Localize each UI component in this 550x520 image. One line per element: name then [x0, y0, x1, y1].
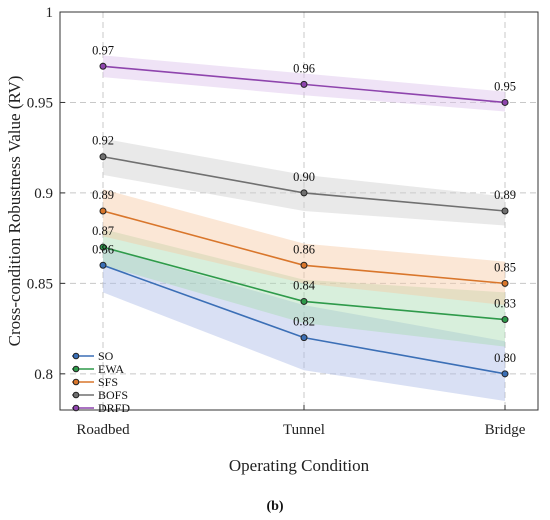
point-sfs	[300, 261, 308, 269]
y-tick-label: 1	[46, 5, 54, 21]
x-tick-label-bridge: Bridge	[485, 422, 526, 438]
x-tick-label-tunnel: Tunnel	[283, 422, 325, 438]
y-axis-title: Cross-condition Robustness Value (RV)	[5, 76, 24, 347]
x-axis-title: Operating Condition	[229, 456, 370, 475]
point-so	[99, 261, 107, 269]
point-ewa	[99, 243, 107, 251]
point-ewa	[501, 316, 509, 324]
data-label-so: 0.86	[92, 242, 114, 256]
data-label-drfd: 0.97	[92, 43, 114, 57]
point-so	[300, 334, 308, 342]
point-bofs	[501, 207, 509, 215]
point-sfs	[501, 279, 509, 287]
legend-label-bofs: BOFS	[98, 388, 128, 402]
legend-marker-drfd	[72, 404, 80, 412]
point-so	[501, 370, 509, 378]
data-label-sfs: 0.85	[494, 260, 516, 274]
x-tick-label-roadbed: Roadbed	[76, 422, 130, 438]
data-label-bofs: 0.89	[494, 188, 516, 202]
data-label-sfs: 0.86	[293, 242, 315, 256]
data-label-sfs: 0.89	[92, 188, 114, 202]
band-so	[103, 247, 505, 401]
legend-label-ewa: EWA	[98, 362, 124, 376]
y-tick-label: 0.85	[27, 276, 53, 292]
point-drfd	[99, 62, 107, 70]
data-label-so: 0.82	[293, 315, 315, 329]
point-bofs	[300, 189, 308, 197]
point-bofs	[99, 153, 107, 161]
y-tick-label: 0.9	[34, 186, 53, 202]
legend-marker-ewa	[72, 365, 80, 373]
legend-marker-bofs	[72, 391, 80, 399]
legend-label-sfs: SFS	[98, 375, 118, 389]
legend-label-so: SO	[98, 349, 114, 363]
legend-label-drfd: DRFD	[98, 401, 130, 415]
data-label-so: 0.80	[494, 351, 516, 365]
band-bofs	[103, 138, 505, 226]
point-drfd	[300, 80, 308, 88]
grid	[60, 12, 538, 410]
data-label-ewa: 0.83	[494, 297, 516, 311]
legend-marker-sfs	[72, 378, 80, 386]
y-tick-label: 0.8	[34, 367, 53, 383]
data-labels: 0.86 0.82 0.80 0.87 0.84 0.83 0.89 0.86 0.85 0.92…	[92, 43, 516, 365]
y-tick-label: 0.95	[27, 95, 53, 111]
legend-marker-so	[72, 352, 80, 360]
data-label-bofs: 0.92	[92, 134, 114, 148]
data-label-ewa: 0.87	[92, 224, 114, 238]
plot-frame	[59, 11, 539, 411]
point-drfd	[501, 98, 509, 106]
data-label-drfd: 0.95	[494, 79, 516, 93]
data-label-ewa: 0.84	[293, 278, 316, 292]
band-sfs	[103, 189, 505, 306]
axis-ticks: 0.8 0.85 0.9 0.95 1 Roadbed Tunnel Bridge	[27, 5, 526, 438]
series-lines	[99, 62, 509, 378]
point-sfs	[99, 207, 107, 215]
point-ewa	[300, 297, 308, 305]
data-label-bofs: 0.90	[293, 170, 315, 184]
data-label-drfd: 0.96	[293, 61, 315, 75]
figure-caption: (b)	[266, 499, 283, 514]
band-ewa	[103, 229, 505, 347]
